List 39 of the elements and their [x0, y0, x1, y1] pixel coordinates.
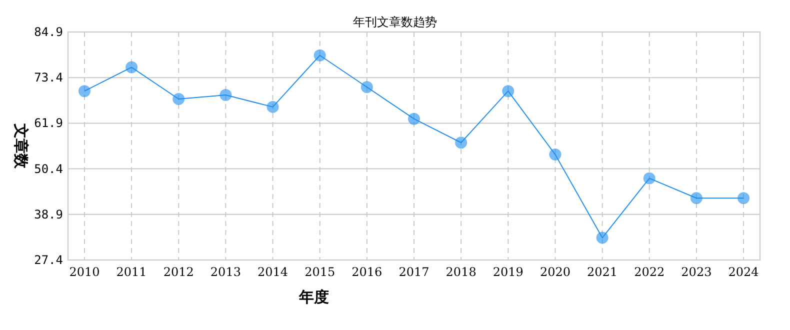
x-tick-label: 2013: [210, 265, 241, 279]
point: [549, 148, 562, 161]
point: [172, 93, 185, 106]
x-tick-label: 2011: [116, 265, 147, 279]
x-tick-label: 2018: [446, 265, 476, 279]
x-tick-label: 2024: [728, 265, 760, 279]
point: [126, 61, 138, 74]
x-tick-label: 2022: [634, 265, 665, 279]
point: [643, 172, 656, 184]
point: [596, 232, 608, 244]
y-tick-label: 38.9: [34, 207, 63, 222]
y-tick-label: 73.4: [34, 70, 63, 85]
x-axis-title: 年度: [298, 288, 329, 306]
y-tick-label: 61.9: [34, 116, 63, 130]
point: [690, 192, 702, 204]
x-tick-label: 2014: [258, 265, 288, 279]
chart-title: 年刊文章数趋势: [353, 15, 437, 29]
x-tick-label: 2021: [587, 265, 618, 279]
point: [314, 49, 326, 62]
x-tick-label: 2023: [681, 265, 712, 279]
point: [360, 81, 373, 94]
point: [455, 136, 468, 149]
x-tick-label: 2019: [492, 265, 524, 279]
point: [78, 85, 90, 98]
point: [220, 89, 232, 102]
x-tick-label: 2012: [163, 265, 194, 279]
x-tick-label: 2010: [69, 265, 100, 279]
x-tick-label: 2017: [398, 265, 430, 279]
point: [266, 100, 279, 113]
point: [738, 192, 750, 204]
x-tick-label: 2016: [352, 265, 382, 279]
y-tick-label: 84.9: [34, 25, 63, 39]
x-tick-label: 2015: [304, 265, 336, 279]
y-tick-label: 50.4: [34, 162, 63, 176]
y-tick-label: 27.4: [34, 253, 63, 267]
point: [502, 85, 514, 98]
y-axis-title: 文章数: [12, 122, 30, 170]
point: [408, 112, 420, 125]
x-tick-label: 2020: [540, 265, 570, 279]
